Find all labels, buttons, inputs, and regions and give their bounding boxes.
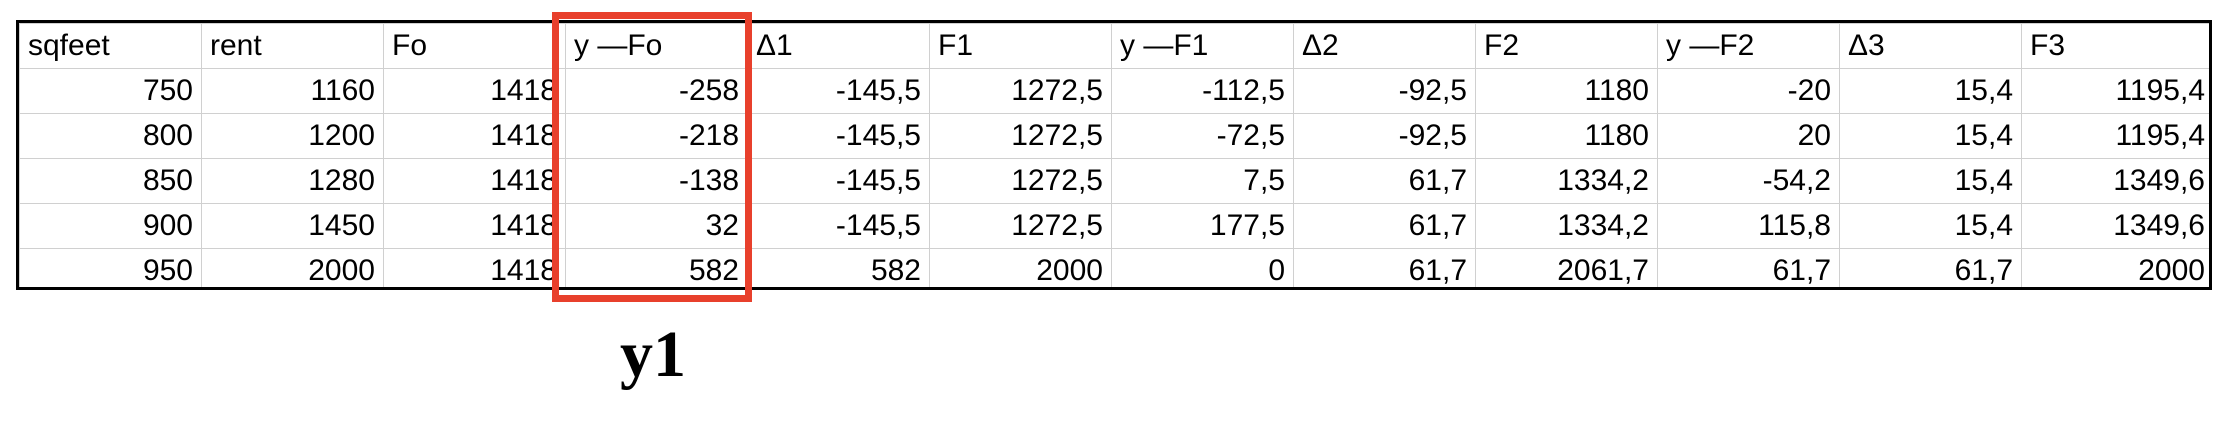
table-cell[interactable]: 750 (19, 68, 202, 114)
table-cell[interactable]: 1200 (201, 113, 384, 159)
table-cell[interactable]: 1418 (383, 113, 566, 159)
table-cell[interactable]: -145,5 (747, 203, 930, 249)
table-cell[interactable]: 32 (565, 203, 748, 249)
table-cell[interactable]: 950 (19, 248, 202, 287)
table-cell[interactable]: 0 (1111, 248, 1294, 287)
table-cell[interactable]: 15,4 (1839, 158, 2022, 204)
table-cell[interactable]: 61,7 (1839, 248, 2022, 287)
table-cell[interactable]: 1418 (383, 68, 566, 114)
table-cell[interactable]: 2000 (2021, 248, 2209, 287)
table-cell[interactable]: 1418 (383, 203, 566, 249)
highlight-caption: y1 (620, 318, 686, 391)
table-cell[interactable]: 15,4 (1839, 68, 2022, 114)
table-cell[interactable]: 1272,5 (929, 203, 1112, 249)
table-row: 750 1160 1418 -258 -145,5 1272,5 -112,5 … (19, 68, 2209, 114)
table-cell[interactable]: 1180 (1475, 113, 1658, 159)
header-cell-f2[interactable]: F2 (1475, 23, 1658, 69)
table-row: 900 1450 1418 32 -145,5 1272,5 177,5 61,… (19, 203, 2209, 249)
table-cell[interactable]: -145,5 (747, 113, 930, 159)
table-cell[interactable]: 61,7 (1657, 248, 1840, 287)
table-cell[interactable]: 1334,2 (1475, 158, 1658, 204)
table-cell[interactable]: 2000 (929, 248, 1112, 287)
header-cell-fo[interactable]: Fo (383, 23, 566, 69)
table-cell[interactable]: -138 (565, 158, 748, 204)
table-cell[interactable]: 900 (19, 203, 202, 249)
table-cell[interactable]: 1272,5 (929, 158, 1112, 204)
table-cell[interactable]: -145,5 (747, 68, 930, 114)
table-row: 800 1200 1418 -218 -145,5 1272,5 -72,5 -… (19, 113, 2209, 159)
table-cell[interactable]: 1418 (383, 158, 566, 204)
header-cell-y-minus-f1[interactable]: y —F1 (1111, 23, 1294, 69)
table-cell[interactable]: 582 (747, 248, 930, 287)
table-cell[interactable]: 115,8 (1657, 203, 1840, 249)
header-row: sqfeet rent Fo y —Fo Δ1 F1 y —F1 Δ2 F2 y… (19, 23, 2209, 69)
table-cell[interactable]: 20 (1657, 113, 1840, 159)
table-row: 950 2000 1418 582 582 2000 0 61,7 2061,7… (19, 248, 2209, 287)
table-cell[interactable]: 2000 (201, 248, 384, 287)
header-cell-delta1[interactable]: Δ1 (747, 23, 930, 69)
table-cell[interactable]: -92,5 (1293, 68, 1476, 114)
table-cell[interactable]: 1334,2 (1475, 203, 1658, 249)
table-cell[interactable]: -20 (1657, 68, 1840, 114)
table-cell[interactable]: -54,2 (1657, 158, 1840, 204)
table-cell[interactable]: 1160 (201, 68, 384, 114)
table-cell[interactable]: 1180 (1475, 68, 1658, 114)
table-cell[interactable]: 1195,4 (2021, 68, 2209, 114)
table-cell[interactable]: 61,7 (1293, 203, 1476, 249)
table-cell[interactable]: 1349,6 (2021, 203, 2209, 249)
table-cell[interactable]: 1418 (383, 248, 566, 287)
table-cell[interactable]: 850 (19, 158, 202, 204)
table-cell[interactable]: 2061,7 (1475, 248, 1658, 287)
table-cell[interactable]: 7,5 (1111, 158, 1294, 204)
table-cell[interactable]: 1450 (201, 203, 384, 249)
header-cell-y-minus-fo[interactable]: y —Fo (565, 23, 748, 69)
table-cell[interactable]: 1349,6 (2021, 158, 2209, 204)
header-cell-f1[interactable]: F1 (929, 23, 1112, 69)
table-cell[interactable]: 1280 (201, 158, 384, 204)
table-cell[interactable]: 61,7 (1293, 248, 1476, 287)
table-cell[interactable]: -145,5 (747, 158, 930, 204)
header-cell-rent[interactable]: rent (201, 23, 384, 69)
spreadsheet-table: sqfeet rent Fo y —Fo Δ1 F1 y —F1 Δ2 F2 y… (16, 20, 2212, 290)
table-cell[interactable]: -92,5 (1293, 113, 1476, 159)
header-cell-delta2[interactable]: Δ2 (1293, 23, 1476, 69)
header-cell-f3[interactable]: F3 (2021, 23, 2209, 69)
table-cell[interactable]: 15,4 (1839, 203, 2022, 249)
header-cell-sqfeet[interactable]: sqfeet (19, 23, 202, 69)
table-cell[interactable]: -258 (565, 68, 748, 114)
table-cell[interactable]: 1195,4 (2021, 113, 2209, 159)
header-cell-y-minus-f2[interactable]: y —F2 (1657, 23, 1840, 69)
table-cell[interactable]: -112,5 (1111, 68, 1294, 114)
table-row: 850 1280 1418 -138 -145,5 1272,5 7,5 61,… (19, 158, 2209, 204)
header-cell-delta3[interactable]: Δ3 (1839, 23, 2022, 69)
table-cell[interactable]: 582 (565, 248, 748, 287)
table-cell[interactable]: 15,4 (1839, 113, 2022, 159)
table-cell[interactable]: -218 (565, 113, 748, 159)
table-cell[interactable]: 61,7 (1293, 158, 1476, 204)
table-cell[interactable]: 800 (19, 113, 202, 159)
data-grid: sqfeet rent Fo y —Fo Δ1 F1 y —F1 Δ2 F2 y… (19, 23, 2209, 287)
table-cell[interactable]: 1272,5 (929, 113, 1112, 159)
table-cell[interactable]: 1272,5 (929, 68, 1112, 114)
table-cell[interactable]: 177,5 (1111, 203, 1294, 249)
table-cell[interactable]: -72,5 (1111, 113, 1294, 159)
